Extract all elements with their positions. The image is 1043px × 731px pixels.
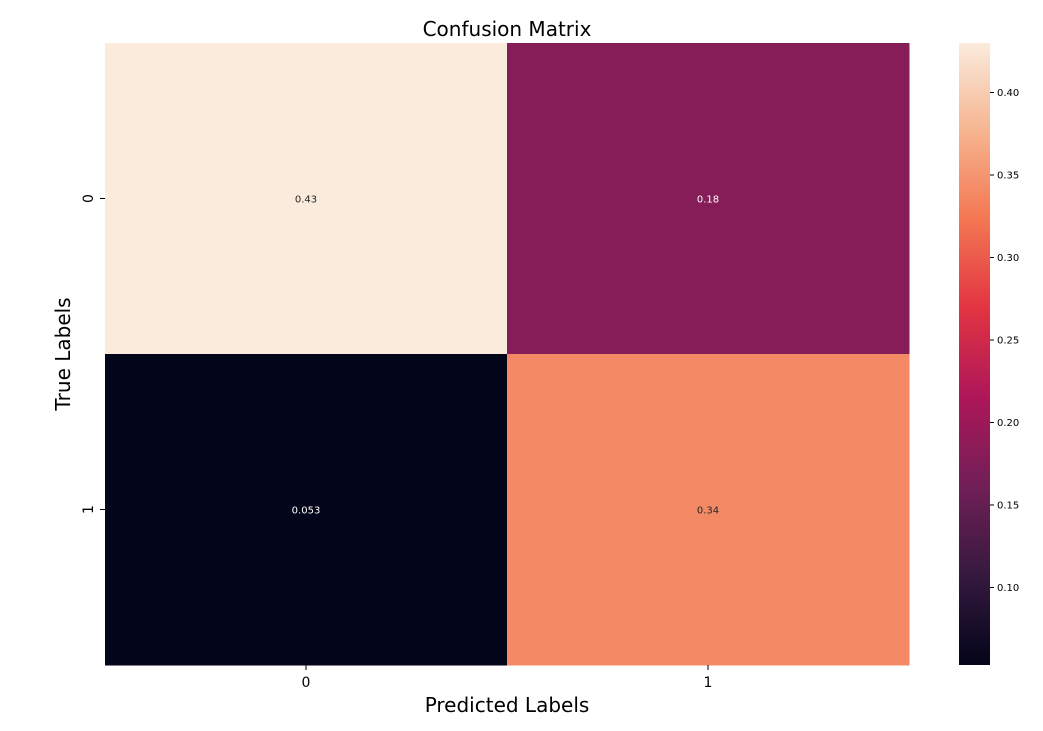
colorbar-tick-label: 0.30 bbox=[997, 253, 1019, 264]
cell-value-label: 0.34 bbox=[697, 506, 719, 517]
colorbar-tick-label: 0.35 bbox=[997, 170, 1019, 181]
y-tick-label: 1 bbox=[81, 505, 97, 514]
heatmap-cells bbox=[105, 43, 910, 666]
heatmap-cell-labels: 0.43 0.18 0.053 0.34 bbox=[292, 195, 719, 517]
colorbar-tick-label: 0.10 bbox=[997, 583, 1019, 594]
colorbar-tick-label: 0.15 bbox=[997, 500, 1019, 511]
heatmap-cell bbox=[105, 354, 508, 666]
x-tick-label: 1 bbox=[704, 675, 713, 691]
heatmap-cell bbox=[507, 354, 910, 666]
x-tick-label: 0 bbox=[302, 675, 311, 691]
y-axis-label: True Labels bbox=[51, 297, 75, 411]
cell-value-label: 0.053 bbox=[292, 506, 321, 517]
colorbar-tick-label: 0.40 bbox=[997, 88, 1019, 99]
heatmap-cell bbox=[105, 43, 508, 355]
colorbar bbox=[959, 43, 990, 665]
chart-title: Confusion Matrix bbox=[423, 17, 592, 41]
y-tick-label: 0 bbox=[81, 194, 97, 203]
colorbar-ticks: 0.10 0.15 0.20 0.25 0.30 0.35 0.40 bbox=[990, 88, 1019, 594]
colorbar-tick-label: 0.25 bbox=[997, 335, 1019, 346]
colorbar-tick-label: 0.20 bbox=[997, 418, 1019, 429]
cell-value-label: 0.18 bbox=[697, 195, 719, 206]
heatmap-cell bbox=[507, 43, 910, 355]
x-axis-label: Predicted Labels bbox=[425, 693, 590, 717]
cell-value-label: 0.43 bbox=[295, 195, 317, 206]
y-axis-ticks: 01 bbox=[81, 194, 105, 514]
